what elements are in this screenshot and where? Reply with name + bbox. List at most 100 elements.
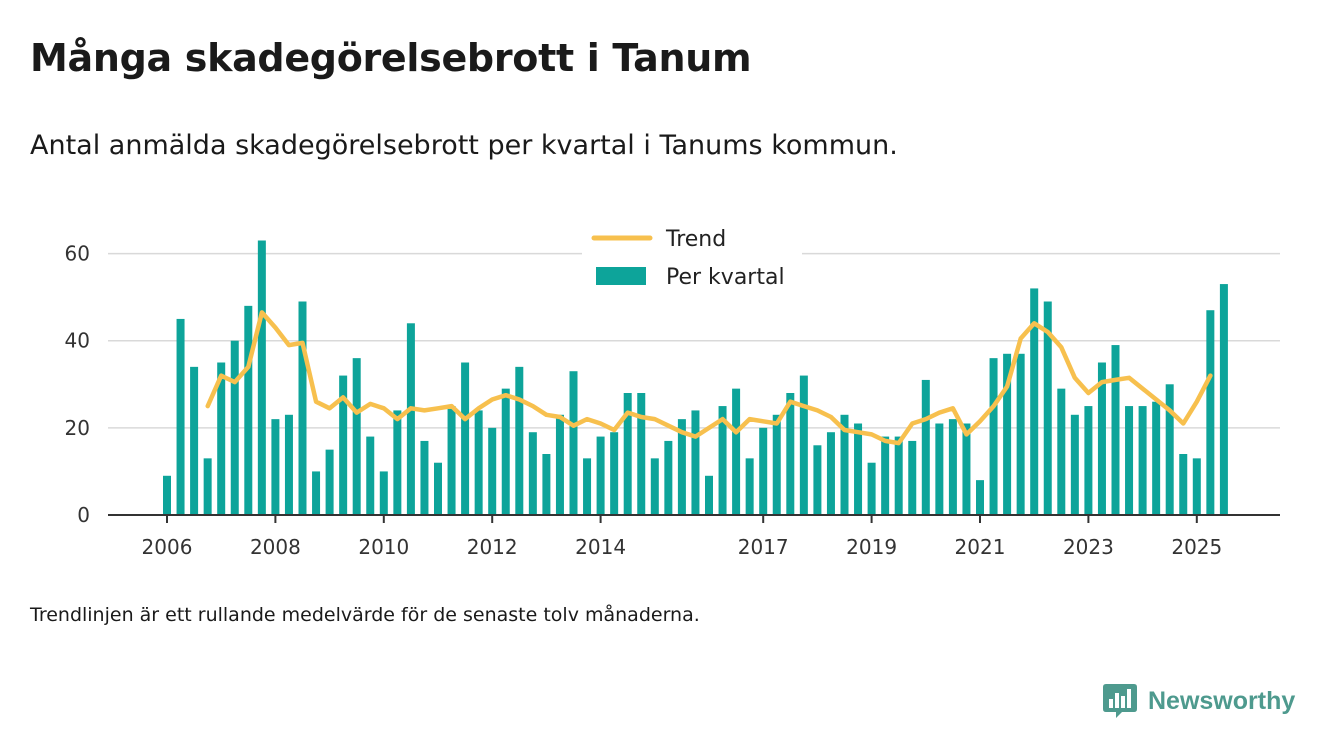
bar-71 [1125,406,1134,515]
footnote: Trendlinjen är ett rullande medelvärde f… [30,604,700,626]
bar-11 [312,471,321,515]
bar-4 [217,362,226,515]
bar-55 [908,440,917,515]
bar-2 [190,366,199,515]
bar-21 [447,406,456,515]
bar-66 [1057,388,1066,515]
y-axis-labels: 0 20 40 60 [65,242,90,527]
bar-76 [1192,458,1201,515]
bar-8 [271,419,280,515]
x-axis: 2006 2008 2010 2012 2014 2017 2019 2021 2023 2025 [108,514,1280,559]
bar-42 [732,388,741,515]
bar-60 [976,480,984,515]
bar-77 [1206,310,1215,515]
trend-series [205,310,1213,446]
bar-27 [528,432,537,515]
bar-37 [664,440,673,515]
bar-78 [1219,284,1228,515]
bar-1 [176,318,185,515]
bar-50 [840,414,849,515]
bar-59 [962,423,971,515]
bar-36 [650,458,659,515]
bar-29 [555,414,564,515]
bar-6 [244,305,253,515]
bar-14 [352,358,361,515]
bar-63 [1016,353,1025,515]
x-tick-label-2025: 2025 [1171,535,1222,559]
bar-44 [759,427,768,515]
x-tick-label-2017: 2017 [738,535,789,559]
bar-70 [1111,345,1120,515]
x-tick-label-2021: 2021 [955,535,1006,559]
bar-62 [1003,353,1012,515]
bar-52 [867,462,876,515]
bar-31 [583,458,592,515]
bar-41 [718,406,727,515]
bar-17 [393,410,402,515]
bar-68 [1084,406,1093,515]
bar-28 [542,454,551,515]
legend-trend-label: Trend [665,227,726,252]
bar-35 [637,393,646,515]
legend-bar-swatch [596,267,646,285]
bar-61 [989,358,998,515]
legend-background [582,222,802,298]
bar-25 [501,388,510,515]
bar-0 [163,475,171,515]
bar-30 [569,371,578,515]
bar-15 [366,436,375,515]
x-tick-label-2012: 2012 [467,535,518,559]
bar-13 [339,375,348,515]
x-tick-label-2014: 2014 [575,535,626,559]
bar-53 [881,436,890,515]
newsworthy-logo-icon [1103,684,1137,718]
bar-5 [230,340,239,515]
newsworthy-logo[interactable]: Newsworthy [1102,682,1295,720]
bar-56 [921,379,930,515]
bar-58 [948,419,957,515]
bar-67 [1070,414,1079,515]
bar-34 [623,393,632,515]
bar-3 [203,458,212,515]
bar-43 [745,458,754,515]
bar-26 [515,366,524,515]
x-tick-label-2010: 2010 [358,535,409,559]
y-tick-label-60: 60 [65,242,90,266]
bar-74 [1165,384,1174,515]
bar-20 [434,462,442,515]
bar-23 [474,410,483,515]
bar-10 [298,301,307,515]
bar-45 [772,414,781,515]
chart-title: Många skadegörelsebrott i Tanum [30,36,752,80]
bar-7 [257,240,266,515]
bar-65 [1043,301,1052,515]
bar-48 [813,445,822,515]
bar-75 [1179,454,1188,515]
bar-72 [1138,406,1147,515]
legend: Trend Per kvartal [582,222,802,298]
bar-series [163,240,1228,515]
bar-38 [677,419,686,515]
bar-46 [786,393,795,515]
legend-bar-label: Per kvartal [666,265,785,290]
bar-73 [1152,401,1161,515]
bar-40 [705,475,713,515]
y-tick-label-0: 0 [77,503,90,527]
chart-subtitle: Antal anmälda skadegörelsebrott per kvar… [30,130,898,161]
bar-24 [488,427,497,515]
x-tick-label-2008: 2008 [250,535,301,559]
chart-svg: 2006 2008 2010 2012 2014 2017 2019 2021 2023 2025… [64,222,1280,559]
x-tick-label-2019: 2019 [846,535,897,559]
bar-18 [406,323,415,515]
bar-22 [461,362,470,515]
bar-16 [379,471,388,515]
trend-line [205,310,1213,446]
bar-9 [284,414,293,515]
bar-64 [1030,288,1039,515]
bar-19 [420,440,429,515]
y-tick-label-20: 20 [65,416,90,440]
x-tick-label-2006: 2006 [142,535,193,559]
bar-69 [1097,362,1106,515]
bar-33 [610,432,619,515]
bar-49 [826,432,835,515]
